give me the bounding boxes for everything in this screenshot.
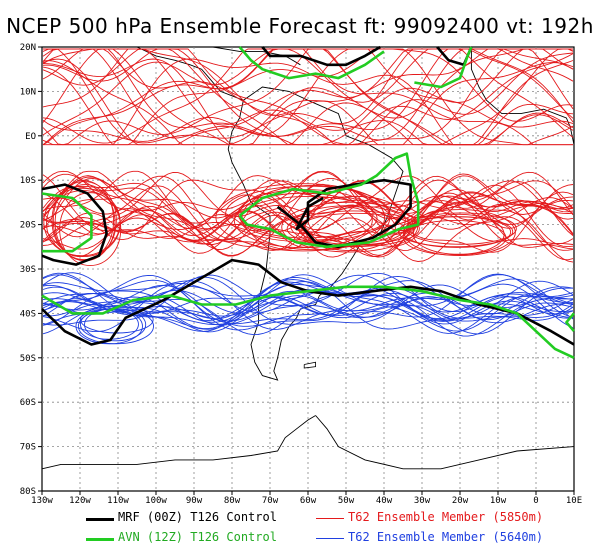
lon-label: 130w (31, 496, 53, 506)
central-america-coast (136, 46, 244, 101)
red-closed-contour (402, 216, 512, 248)
legend-swatch (316, 538, 344, 539)
lon-label: 90w (186, 496, 203, 506)
control-contours (41, 45, 575, 359)
red-contour (42, 170, 574, 261)
blue-contour (42, 286, 574, 335)
avn-control-5850 (414, 46, 473, 89)
lon-label: 60w (300, 496, 317, 506)
blue-contour (42, 273, 574, 322)
lat-label: 50S (20, 354, 36, 364)
lat-label: EO (25, 132, 36, 142)
red-closed-contour (52, 180, 115, 261)
lon-label: 20w (452, 496, 469, 506)
blue-contour (42, 274, 574, 326)
mrf-control-5640 (41, 258, 575, 346)
legend-label: AVN (12Z) T126 Control (118, 530, 277, 544)
lon-label: 110w (107, 496, 129, 506)
red-contour (42, 179, 574, 253)
red-contour (42, 48, 574, 141)
lat-label: 80S (20, 487, 36, 497)
avn-control-5850 (238, 152, 420, 249)
red-contour (42, 175, 574, 245)
map-grid (38, 46, 575, 495)
red-contour (42, 48, 574, 146)
lat-label: 10N (20, 87, 36, 97)
red-closed-contour (286, 210, 420, 248)
caribbean-coast (212, 46, 301, 66)
lon-label: 10w (490, 496, 507, 506)
red-closed-contour (215, 183, 391, 252)
mrf-control-5850 (276, 178, 412, 249)
legend-swatch (316, 518, 344, 519)
avn-control-5640 (565, 312, 575, 333)
weddell-coast (315, 415, 575, 470)
lon-label: 0 (533, 496, 538, 506)
lon-label: 70w (262, 496, 279, 506)
red-closed-contour (281, 201, 419, 253)
red-closed-contour (59, 192, 122, 266)
lat-label: 60S (20, 398, 36, 408)
red-closed-contour (51, 181, 117, 261)
avn-control-5640 (41, 285, 575, 359)
red-contour (42, 48, 573, 146)
legend-label: T62 Ensemble Member (5850m) (348, 510, 544, 524)
avn-control-5850 (41, 192, 93, 253)
blue-contour (42, 280, 574, 330)
avn-control-5850 (238, 46, 385, 80)
red-contour (42, 48, 574, 146)
legend-swatch (86, 518, 114, 521)
mrf-control-5850 (261, 45, 381, 67)
lon-label: 10E (566, 496, 582, 506)
lat-label: 70S (20, 443, 36, 453)
lat-label: 30S (20, 265, 36, 275)
antarctic-coast (41, 415, 316, 470)
lat-label: 40S (20, 309, 36, 319)
falklands-coast (303, 361, 316, 369)
red-contour (43, 48, 574, 146)
lon-label: 80w (224, 496, 241, 506)
forecast-title: NCEP 500 hPa Ensemble Forecast ft: 99092… (6, 14, 594, 38)
red-contour (42, 48, 574, 146)
blue-closed-contour (75, 308, 143, 345)
lon-label: 100w (145, 496, 167, 506)
red-closed-contour (233, 192, 373, 249)
legend-label: MRF (00Z) T126 Control (118, 510, 277, 524)
lon-label: 30w (414, 496, 431, 506)
blue-contour (42, 280, 574, 330)
red-contour (42, 48, 574, 146)
lon-label: 50w (338, 496, 355, 506)
red-closed-contour (405, 212, 517, 245)
red-contour (42, 58, 574, 146)
lat-label: 20N (20, 43, 36, 53)
red-contour (42, 177, 574, 263)
red-contour (42, 48, 574, 146)
legend-swatch (86, 538, 114, 541)
red-contour (42, 48, 573, 146)
red-contour (42, 48, 574, 146)
lat-label: 20S (20, 221, 36, 231)
legend-label: T62 Ensemble Member (5640m) (348, 530, 544, 544)
lat-label: 10S (20, 176, 36, 186)
blue-contour (42, 272, 574, 322)
red-closed-contour (412, 213, 505, 255)
mrf-control-5850 (41, 183, 108, 266)
lon-label: 120w (69, 496, 91, 506)
red-closed-contour (403, 209, 516, 257)
lon-label: 40w (376, 496, 393, 506)
